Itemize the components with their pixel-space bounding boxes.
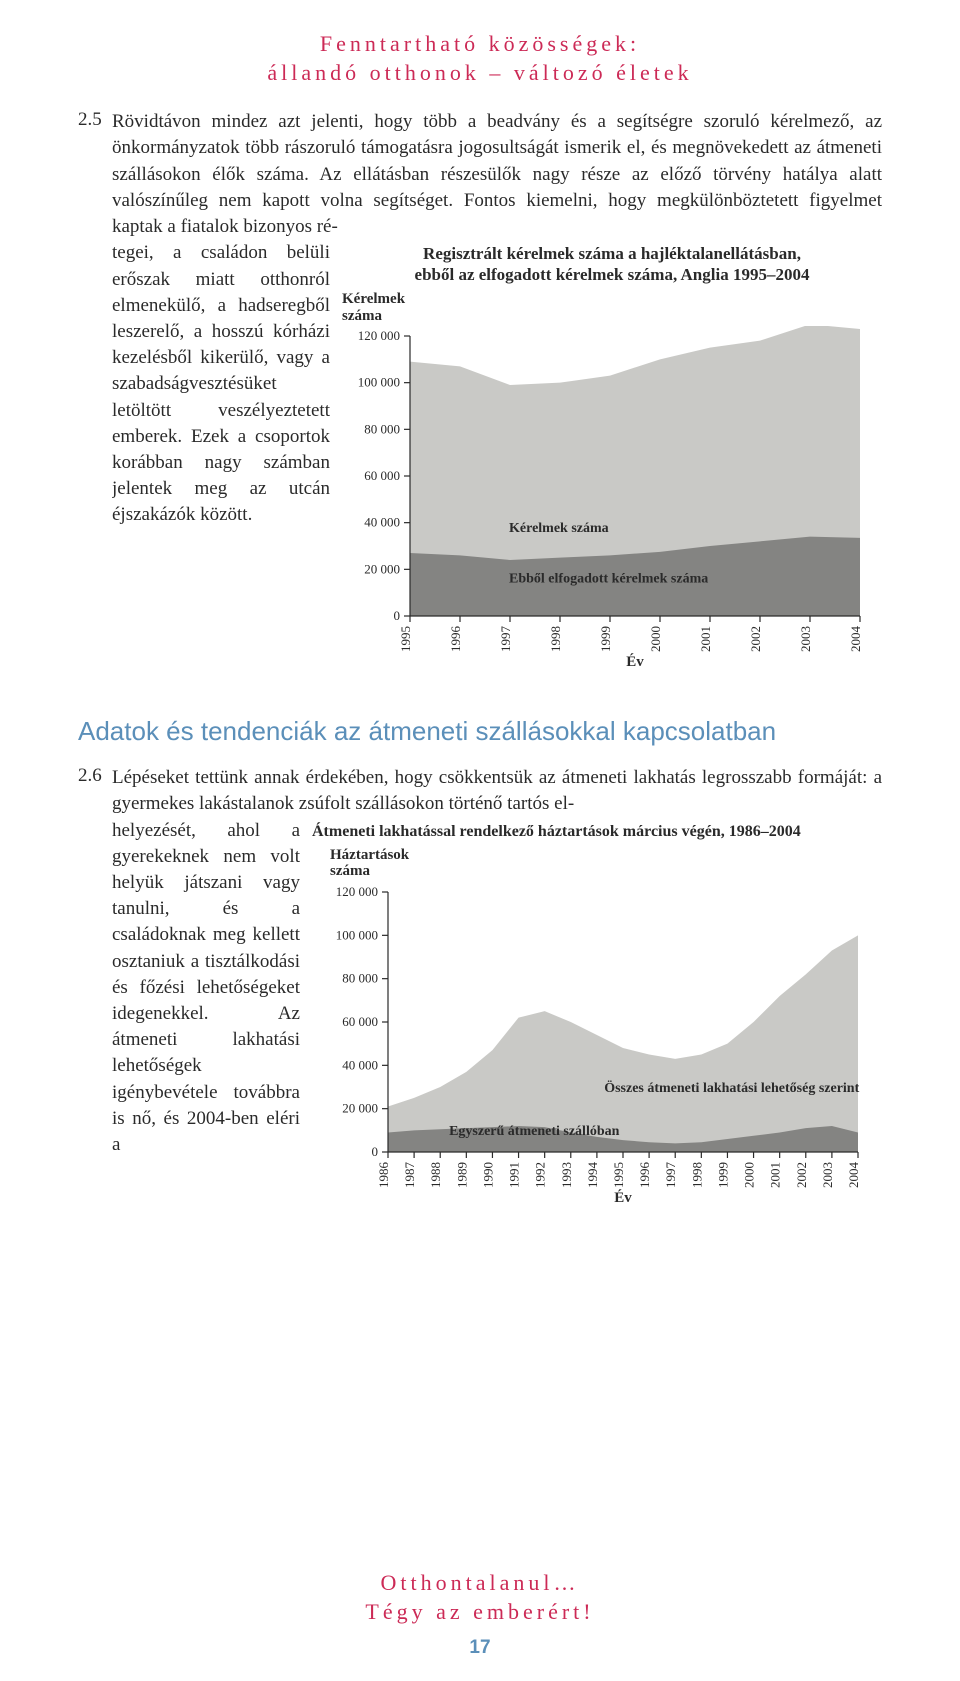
svg-text:1996: 1996 xyxy=(637,1161,652,1188)
svg-text:Összes átmeneti lakhatási lehe: Összes átmeneti lakhatási lehetőség szer… xyxy=(604,1079,859,1096)
svg-text:1998: 1998 xyxy=(548,626,563,652)
header-line1: Fenntartható közösségek: xyxy=(320,31,640,56)
svg-text:2000: 2000 xyxy=(648,626,663,652)
svg-text:40 000: 40 000 xyxy=(342,1057,378,1072)
svg-text:1989: 1989 xyxy=(454,1162,469,1188)
svg-text:20 000: 20 000 xyxy=(364,561,400,576)
svg-text:2001: 2001 xyxy=(698,626,713,652)
svg-text:1993: 1993 xyxy=(559,1162,574,1188)
svg-text:1990: 1990 xyxy=(480,1162,495,1188)
svg-text:1987: 1987 xyxy=(402,1161,417,1188)
svg-text:1991: 1991 xyxy=(507,1162,522,1188)
svg-text:1992: 1992 xyxy=(533,1162,548,1188)
svg-text:1998: 1998 xyxy=(689,1162,704,1188)
svg-text:2002: 2002 xyxy=(748,626,763,652)
chart1-title-l2: ebből az elfogadott kérelmek száma, Angl… xyxy=(415,265,810,284)
svg-text:Kérelmek száma: Kérelmek száma xyxy=(509,521,609,536)
svg-text:2002: 2002 xyxy=(794,1162,809,1188)
svg-text:80 000: 80 000 xyxy=(364,421,400,436)
svg-text:1999: 1999 xyxy=(598,626,613,652)
svg-text:100 000: 100 000 xyxy=(336,927,378,942)
svg-text:2003: 2003 xyxy=(798,626,813,652)
footer-line2: Tégy az emberért! xyxy=(365,1599,594,1624)
footer-line1: Otthontalanul… xyxy=(381,1570,580,1595)
para26-pretext: Lépéseket tettünk annak érdekében, hogy … xyxy=(112,765,882,817)
svg-text:2004: 2004 xyxy=(846,1161,861,1188)
svg-text:40 000: 40 000 xyxy=(364,515,400,530)
svg-text:2000: 2000 xyxy=(742,1162,757,1188)
para26-number: 2.6 xyxy=(78,765,112,787)
svg-text:1995: 1995 xyxy=(398,626,413,652)
svg-text:Egyszerű átmeneti szállóban: Egyszerű átmeneti szállóban xyxy=(449,1124,620,1139)
paragraph-2-5: 2.5 Rövidtávon mindez azt jelenti, hogy … xyxy=(78,109,882,240)
svg-text:20 000: 20 000 xyxy=(342,1100,378,1115)
svg-text:60 000: 60 000 xyxy=(342,1014,378,1029)
svg-text:120 000: 120 000 xyxy=(336,884,378,899)
page-footer: Otthontalanul… Tégy az emberért! 17 xyxy=(0,1569,960,1661)
svg-text:2004: 2004 xyxy=(848,626,863,653)
svg-text:1999: 1999 xyxy=(715,1162,730,1188)
svg-text:80 000: 80 000 xyxy=(342,970,378,985)
chart2-title: Átmeneti lakhatással rendelkező háztartá… xyxy=(312,822,882,841)
svg-text:Év: Év xyxy=(614,1189,632,1206)
svg-text:60 000: 60 000 xyxy=(364,468,400,483)
chart1-ylabel: Kérelmek száma xyxy=(342,291,882,324)
chart1-svg: 0 20 000 40 000 60 000 80 000 100 000 120 000 1… xyxy=(342,326,882,676)
chart2-svg: 0 20 000 40 000 60 000 80 000 100 000 120 000 1… xyxy=(312,882,882,1222)
header-line2: állandó otthonok – változó életek xyxy=(267,60,692,85)
page-header: Fenntartható közösségek: állandó otthono… xyxy=(78,30,882,87)
svg-text:0: 0 xyxy=(372,1144,379,1159)
svg-text:0: 0 xyxy=(394,608,401,623)
svg-text:1997: 1997 xyxy=(663,1161,678,1188)
chart-2-container: Átmeneti lakhatással rendelkező háztartá… xyxy=(312,822,882,1222)
svg-text:1988: 1988 xyxy=(428,1162,443,1188)
svg-text:100 000: 100 000 xyxy=(358,375,400,390)
chart2-ylabel: Háztartások száma xyxy=(330,847,882,880)
para25-number: 2.5 xyxy=(78,109,112,131)
svg-text:2001: 2001 xyxy=(768,1162,783,1188)
svg-text:2003: 2003 xyxy=(820,1162,835,1188)
page-number: 17 xyxy=(0,1636,960,1661)
svg-text:120 000: 120 000 xyxy=(358,328,400,343)
chart1-title-l1: Regisztrált kérelmek száma a hajléktalan… xyxy=(423,244,801,263)
para25-pretext: Rövidtávon mindez azt jelenti, hogy több… xyxy=(112,109,882,240)
svg-text:1997: 1997 xyxy=(498,626,513,653)
svg-text:1994: 1994 xyxy=(585,1161,600,1188)
section-heading: Adatok és tendenciák az átmeneti szállás… xyxy=(78,716,882,747)
paragraph-2-6: 2.6 Lépéseket tettünk annak érdekében, h… xyxy=(78,765,882,817)
svg-text:1996: 1996 xyxy=(448,626,463,653)
svg-text:Ebből elfogadott kérelmek szám: Ebből elfogadott kérelmek száma xyxy=(509,571,708,586)
svg-text:1986: 1986 xyxy=(376,1161,391,1188)
chart-1-container: Regisztrált kérelmek száma a hajléktalan… xyxy=(342,244,882,676)
svg-text:1995: 1995 xyxy=(611,1162,626,1188)
svg-text:Év: Év xyxy=(626,653,644,670)
chart1-title: Regisztrált kérelmek száma a hajléktalan… xyxy=(342,244,882,285)
